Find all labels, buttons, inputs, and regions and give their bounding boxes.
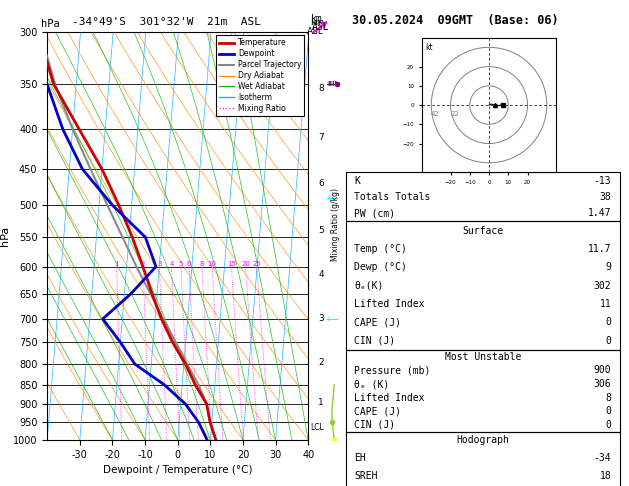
Text: 7: 7	[318, 133, 324, 142]
Text: 0: 0	[606, 336, 611, 346]
Text: ASL: ASL	[307, 27, 324, 36]
Text: -34°49'S  301°32'W  21m  ASL: -34°49'S 301°32'W 21m ASL	[72, 17, 261, 27]
Text: EH: EH	[354, 453, 366, 463]
Text: 22: 22	[450, 111, 459, 117]
Text: Pressure (mb): Pressure (mb)	[354, 365, 430, 375]
Text: 18: 18	[599, 470, 611, 481]
Text: 11.7: 11.7	[588, 244, 611, 254]
Text: Temp (°C): Temp (°C)	[354, 244, 407, 254]
Bar	[346, 173, 620, 222]
Text: II: II	[327, 195, 331, 201]
Text: IIII: IIII	[327, 81, 337, 87]
Text: Lifted Index: Lifted Index	[354, 393, 425, 402]
Text: 1: 1	[318, 398, 324, 407]
Text: 1: 1	[114, 260, 119, 267]
Text: 20: 20	[241, 260, 250, 267]
Text: 0: 0	[606, 420, 611, 430]
Text: I: I	[327, 316, 329, 322]
Text: 0: 0	[606, 406, 611, 416]
Text: 42: 42	[431, 111, 440, 117]
Text: 6: 6	[187, 260, 191, 267]
Text: Totals Totals: Totals Totals	[354, 192, 430, 202]
Text: PW (cm): PW (cm)	[354, 208, 395, 218]
Text: Mixing Ratio (g/kg): Mixing Ratio (g/kg)	[331, 188, 340, 261]
Text: CIN (J): CIN (J)	[354, 420, 395, 430]
Text: 11: 11	[599, 299, 611, 309]
Text: θₑ (K): θₑ (K)	[354, 379, 389, 389]
Text: θₑ(K): θₑ(K)	[354, 281, 384, 291]
Text: 3: 3	[318, 314, 324, 323]
Text: 15: 15	[227, 260, 236, 267]
Text: 4: 4	[318, 271, 324, 279]
Text: 302: 302	[594, 281, 611, 291]
Text: CIN (J): CIN (J)	[354, 336, 395, 346]
Y-axis label: hPa: hPa	[0, 226, 10, 246]
Text: 2: 2	[141, 260, 145, 267]
Text: 5: 5	[318, 226, 324, 235]
Text: Most Unstable: Most Unstable	[445, 352, 521, 362]
Text: 9: 9	[606, 262, 611, 272]
Text: 5: 5	[179, 260, 183, 267]
Text: -34: -34	[594, 453, 611, 463]
Text: kt: kt	[426, 43, 433, 52]
Text: 2: 2	[318, 358, 324, 366]
Text: 8: 8	[606, 393, 611, 402]
Text: 3: 3	[157, 260, 162, 267]
Text: SREH: SREH	[354, 470, 377, 481]
Text: 306: 306	[594, 379, 611, 389]
Legend: Temperature, Dewpoint, Parcel Trajectory, Dry Adiabat, Wet Adiabat, Isotherm, Mi: Temperature, Dewpoint, Parcel Trajectory…	[216, 35, 304, 116]
Text: Hodograph: Hodograph	[456, 435, 509, 446]
Text: Surface: Surface	[462, 226, 503, 236]
Text: km: km	[311, 14, 323, 24]
Text: 38: 38	[599, 192, 611, 202]
Bar	[346, 432, 620, 486]
Text: -13: -13	[594, 175, 611, 186]
Text: 1.47: 1.47	[588, 208, 611, 218]
Text: 30.05.2024  09GMT  (Base: 06): 30.05.2024 09GMT (Base: 06)	[352, 14, 559, 27]
Text: 8: 8	[199, 260, 204, 267]
Text: 0: 0	[606, 317, 611, 328]
Bar	[346, 350, 620, 432]
Text: Dewp (°C): Dewp (°C)	[354, 262, 407, 272]
Text: K: K	[354, 175, 360, 186]
Text: ASL: ASL	[311, 21, 329, 32]
Text: 900: 900	[594, 365, 611, 375]
Text: 8: 8	[318, 84, 324, 93]
X-axis label: Dewpoint / Temperature (°C): Dewpoint / Temperature (°C)	[103, 465, 252, 475]
Text: CAPE (J): CAPE (J)	[354, 317, 401, 328]
Bar	[346, 222, 620, 350]
Text: hPa: hPa	[41, 19, 60, 29]
Text: 10: 10	[208, 260, 216, 267]
Text: LCL: LCL	[310, 422, 324, 432]
Text: 25: 25	[252, 260, 261, 267]
Text: 4: 4	[169, 260, 174, 267]
Text: CAPE (J): CAPE (J)	[354, 406, 401, 416]
Text: Lifted Index: Lifted Index	[354, 299, 425, 309]
Text: 6: 6	[318, 179, 324, 188]
Text: km: km	[309, 18, 324, 27]
